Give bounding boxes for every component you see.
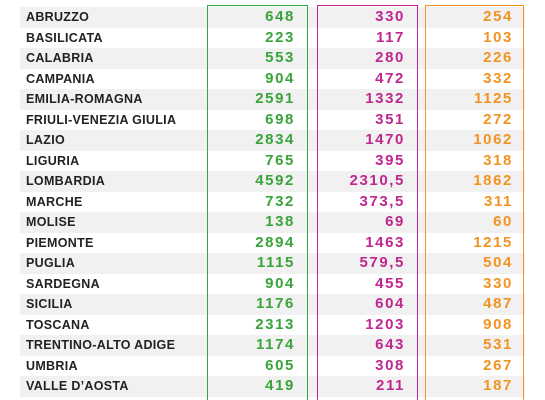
value-orange: 226	[483, 49, 513, 66]
region-name: VALLE D’AOSTA	[26, 379, 129, 393]
region-name: ABRUZZO	[26, 10, 90, 24]
region-name: LOMBARDIA	[26, 174, 106, 188]
value-green: 698	[265, 110, 295, 128]
value-orange: 1862	[473, 172, 513, 189]
row-stripe	[20, 376, 525, 397]
value-orange: 332	[483, 69, 513, 87]
orange-column-frame	[425, 5, 524, 400]
value-magenta: 1470	[365, 131, 405, 148]
value-magenta: 351	[375, 110, 405, 128]
region-name: BASILICATA	[26, 30, 103, 45]
region-name: LIGURIA	[26, 153, 80, 168]
value-orange: 318	[483, 151, 513, 169]
row-stripe	[20, 294, 525, 315]
value-magenta: 308	[375, 356, 405, 374]
value-magenta: 280	[375, 49, 405, 66]
value-green: 732	[265, 192, 295, 210]
row-stripe	[20, 7, 525, 28]
region-name: PUGLIA	[26, 256, 76, 270]
region-name: CALABRIA	[26, 51, 94, 65]
row-stripe	[20, 171, 525, 192]
value-green: 138	[265, 213, 295, 230]
value-orange: 187	[483, 377, 513, 394]
value-magenta: 2310,5	[349, 172, 405, 189]
value-magenta: 455	[375, 274, 405, 292]
row-stripe	[20, 48, 525, 69]
value-orange: 60	[493, 213, 513, 230]
value-orange: 1062	[473, 131, 513, 148]
value-green: 419	[265, 377, 295, 394]
value-orange: 311	[484, 192, 513, 210]
value-green: 2894	[255, 233, 295, 251]
value-orange: 1125	[474, 90, 513, 107]
value-green: 1115	[256, 254, 295, 271]
value-green: 648	[265, 8, 295, 25]
region-name: FRIULI-VENEZIA GIULIA	[26, 112, 177, 127]
value-green: 765	[265, 151, 295, 169]
value-orange: 531	[483, 336, 513, 353]
value-orange: 103	[483, 28, 513, 46]
value-green: 553	[265, 49, 295, 66]
value-orange: 267	[483, 356, 513, 374]
value-magenta: 1203	[365, 315, 405, 333]
region-name: TRENTINO-ALTO ADIGE	[26, 338, 176, 352]
value-green: 4592	[255, 172, 295, 189]
region-name: MARCHE	[26, 194, 83, 209]
value-magenta: 330	[375, 8, 405, 25]
value-orange: 487	[483, 295, 513, 312]
value-green: 605	[265, 356, 295, 374]
value-green: 1174	[256, 336, 295, 353]
value-orange: 272	[483, 110, 513, 128]
value-magenta: 211	[376, 377, 405, 394]
value-green: 904	[265, 69, 295, 87]
region-name: MOLISE	[26, 215, 76, 229]
value-magenta: 1332	[365, 90, 405, 107]
value-magenta: 579,5	[359, 254, 405, 271]
value-magenta: 643	[375, 336, 405, 353]
row-stripe	[20, 130, 525, 151]
row-stripe	[20, 253, 525, 274]
value-magenta: 395	[375, 151, 405, 169]
region-name: EMILIA-ROMAGNA	[26, 92, 143, 106]
value-green: 1176	[256, 295, 295, 312]
region-name: LAZIO	[26, 133, 65, 147]
value-magenta: 604	[375, 295, 405, 312]
value-green: 2834	[255, 131, 295, 148]
row-stripe	[20, 212, 525, 233]
row-stripe	[20, 89, 525, 110]
value-green: 2591	[255, 90, 295, 107]
green-column-frame	[207, 5, 308, 400]
region-name: TOSCANA	[26, 317, 90, 332]
value-magenta: 69	[385, 213, 405, 230]
value-orange: 1215	[473, 233, 513, 251]
region-name: PIEMONTE	[26, 235, 94, 250]
value-orange: 504	[483, 254, 513, 271]
region-name: CAMPANIA	[26, 71, 95, 86]
value-green: 904	[265, 274, 295, 292]
region-name: SARDEGNA	[26, 276, 100, 291]
region-name: UMBRIA	[26, 358, 78, 373]
magenta-column-frame	[317, 5, 418, 400]
value-magenta: 117	[376, 28, 405, 46]
value-orange: 330	[483, 274, 513, 292]
row-stripe	[20, 335, 525, 356]
value-orange: 254	[483, 8, 513, 25]
value-orange: 908	[483, 315, 513, 333]
value-green: 223	[265, 28, 295, 46]
region-name: SICILIA	[26, 297, 73, 311]
value-magenta: 1463	[365, 233, 405, 251]
value-magenta: 373,5	[359, 192, 405, 210]
value-magenta: 472	[375, 69, 405, 87]
value-green: 2313	[255, 315, 295, 333]
